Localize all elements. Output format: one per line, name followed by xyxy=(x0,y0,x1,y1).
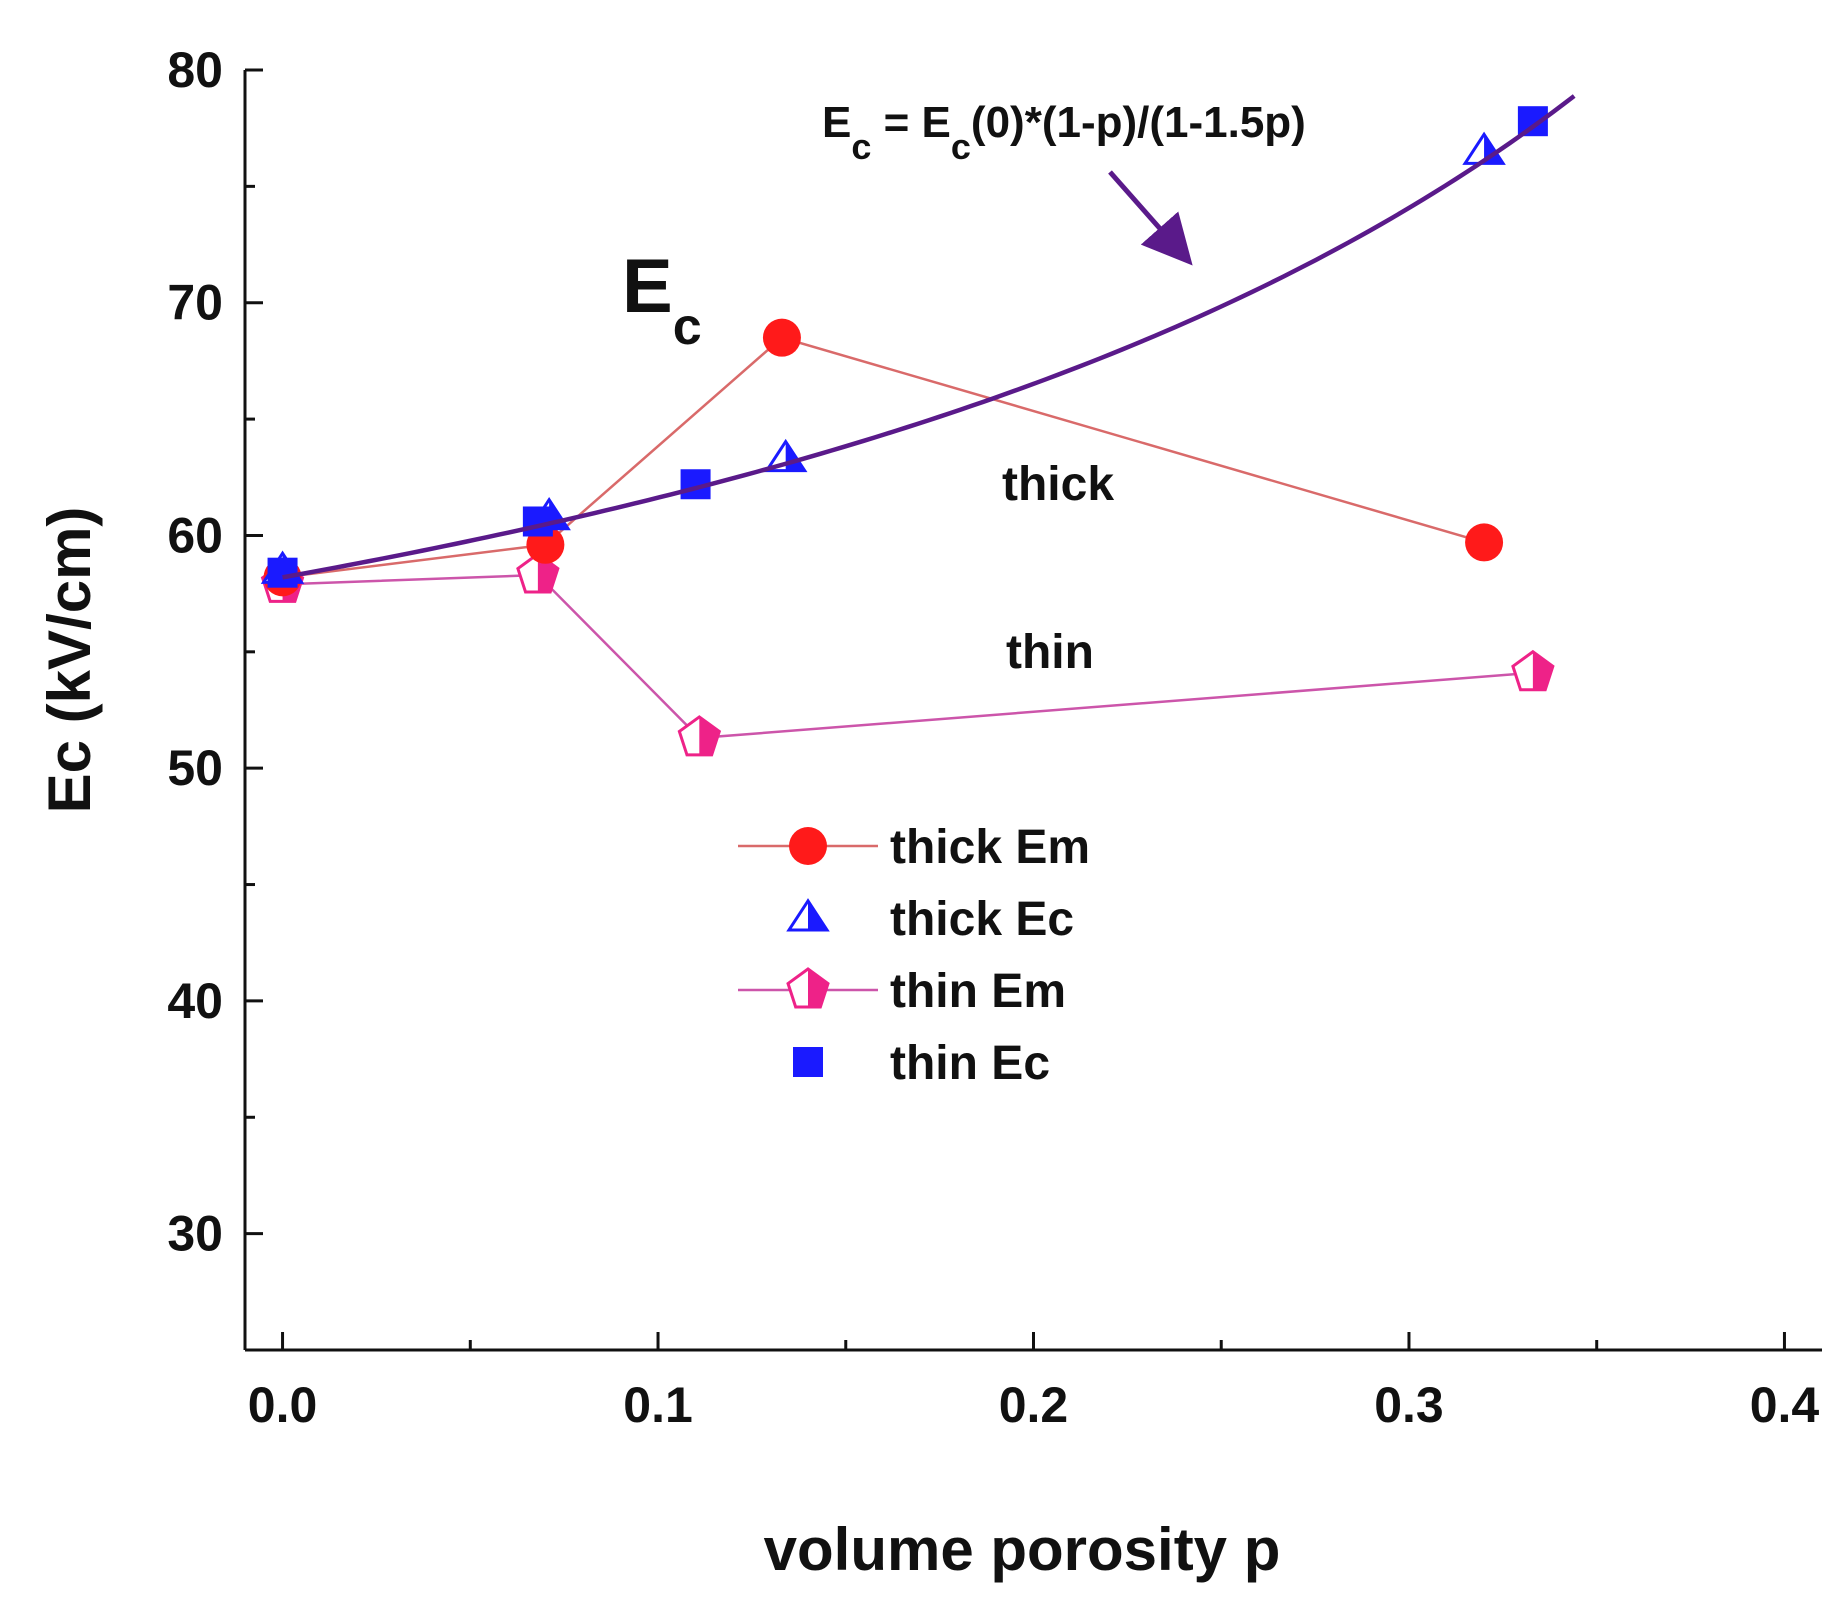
thick-em-line xyxy=(282,336,1485,579)
thin-label: thin xyxy=(1006,626,1094,679)
thin-em-line xyxy=(282,573,1533,740)
legend-label: thin Ec xyxy=(890,1037,1050,1090)
legend-label: thick Em xyxy=(890,821,1090,874)
x-tick-label: 0.0 xyxy=(248,1377,318,1433)
thin-ec-series xyxy=(267,106,1548,588)
thick-ec-series xyxy=(260,131,1506,584)
thick-em-point xyxy=(1465,523,1504,562)
x-axis-title: volume porosity p xyxy=(764,1516,1281,1583)
series-layer xyxy=(260,94,1576,757)
y-tick-label: 70 xyxy=(167,275,223,331)
x-ticks: 0.0 0.1 0.2 0.3 0.4 xyxy=(248,1332,1820,1433)
x-tick-label: 0.1 xyxy=(623,1377,693,1433)
legend-item-thick-ec: thick Ec xyxy=(786,893,1074,946)
thick-em-point xyxy=(789,827,827,865)
thin-em-point xyxy=(786,967,830,1009)
thick-label: thick xyxy=(1002,458,1114,511)
thin-ec-point xyxy=(793,1047,823,1077)
ec-big-e: E xyxy=(622,244,673,329)
formula-part-sub1: c xyxy=(851,126,871,167)
thick-em-point xyxy=(762,318,801,357)
thin-ec-point xyxy=(522,506,553,537)
thick-ec-point xyxy=(786,898,830,932)
x-tick-label: 0.4 xyxy=(1750,1377,1820,1433)
y-tick-label: 40 xyxy=(167,973,223,1029)
formula-arrow xyxy=(1108,170,1193,266)
thick-em-series xyxy=(263,318,1504,597)
formula-part-mid: = E xyxy=(871,98,951,147)
formula-part-end: (0)*(1-p)/(1-1.5p) xyxy=(971,98,1306,147)
y-tick-label: 50 xyxy=(167,740,223,796)
thin-em-series xyxy=(260,552,1555,757)
y-tick-label: 80 xyxy=(167,42,223,98)
legend-item-thin-ec: thin Ec xyxy=(793,1037,1050,1090)
x-tick-label: 0.3 xyxy=(1374,1377,1444,1433)
legend-label: thick Ec xyxy=(890,893,1074,946)
x-tick-label: 0.2 xyxy=(999,1377,1069,1433)
axes: 30 40 50 60 70 80 0.0 0.1 0.2 0.3 0.4 xyxy=(167,42,1822,1433)
formula-part-sub2: c xyxy=(951,126,971,167)
legend: thick Em thick Ec thin Em thin Ec xyxy=(738,821,1090,1090)
ec-big-sub: c xyxy=(673,298,702,356)
y-tick-label: 60 xyxy=(167,507,223,563)
y-tick-label: 30 xyxy=(167,1206,223,1262)
legend-item-thick-em: thick Em xyxy=(738,821,1090,874)
formula-annotation: Ec = Ec(0)*(1-p)/(1-1.5p) xyxy=(822,98,1306,167)
y-ticks: 30 40 50 60 70 80 xyxy=(167,42,263,1352)
thin-ec-point xyxy=(267,557,298,588)
formula-part-e: E xyxy=(822,98,851,147)
thin-em-point xyxy=(677,715,722,757)
ec-big-label: Ec xyxy=(622,244,702,356)
legend-label: thin Em xyxy=(890,965,1066,1018)
model-curve xyxy=(282,94,1576,580)
thin-em-point xyxy=(1511,649,1555,692)
legend-item-thin-em: thin Em xyxy=(738,965,1066,1018)
y-axis-title: Ec (kV/cm) xyxy=(36,507,103,814)
